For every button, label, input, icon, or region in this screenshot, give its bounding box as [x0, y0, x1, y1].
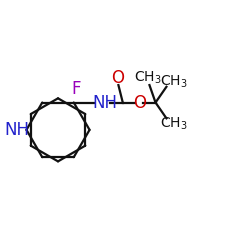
- Text: O: O: [133, 94, 146, 112]
- Text: CH$_3$: CH$_3$: [160, 73, 188, 90]
- Text: NH: NH: [92, 94, 117, 112]
- Text: CH$_3$: CH$_3$: [160, 116, 188, 132]
- Text: F: F: [71, 80, 81, 98]
- Text: NH: NH: [5, 121, 30, 139]
- Text: O: O: [111, 69, 124, 87]
- Text: CH$_3$: CH$_3$: [134, 70, 162, 86]
